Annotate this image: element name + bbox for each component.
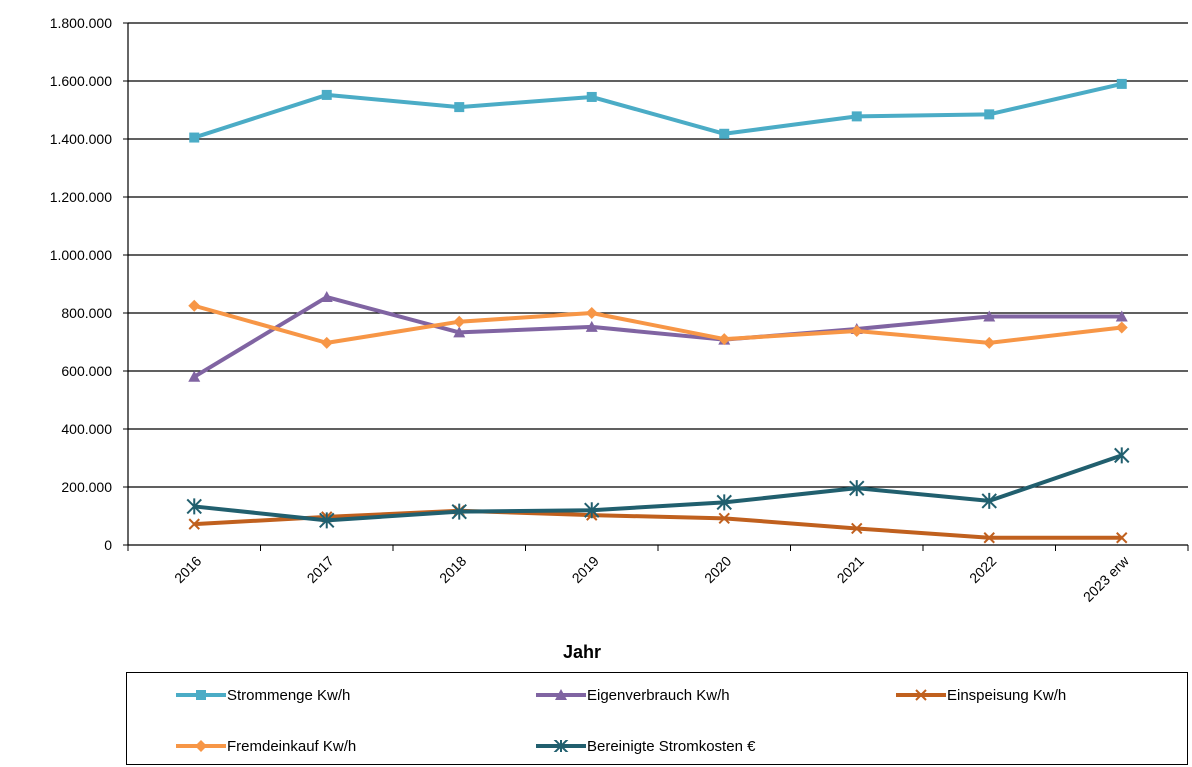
data-point xyxy=(984,109,995,120)
x-tick-label: 2021 xyxy=(834,553,867,586)
legend-swatch-einspeisung xyxy=(896,689,946,701)
legend-swatch-marker xyxy=(553,740,569,752)
data-point xyxy=(851,522,863,535)
legend-label: Fremdeinkauf Kw/h xyxy=(227,737,357,755)
data-point xyxy=(718,512,730,525)
data-point xyxy=(719,128,730,139)
x-tick-label: 2022 xyxy=(966,553,999,586)
y-tick-label: 600.000 xyxy=(61,363,112,379)
data-point xyxy=(453,326,466,338)
data-point xyxy=(585,307,598,319)
y-tick-label: 200.000 xyxy=(61,479,112,495)
data-point xyxy=(849,480,865,497)
legend-swatch-marker xyxy=(555,689,567,700)
legend-item-strommenge: Strommenge Kw/h xyxy=(175,685,350,705)
y-tick-label: 1.600.000 xyxy=(50,73,112,89)
data-point xyxy=(718,333,731,346)
legend-swatch-marker xyxy=(915,689,927,701)
legend-swatch-marker xyxy=(196,690,206,700)
legend-item-eigenverbrauch: Eigenverbrauch Kw/h xyxy=(535,685,730,705)
legend-swatch-strommenge xyxy=(176,690,226,700)
data-point xyxy=(1116,78,1127,89)
legend-swatch-marker xyxy=(195,740,207,752)
data-point xyxy=(188,370,201,382)
data-point xyxy=(453,315,466,328)
legend-label: Bereinigte Stromkosten € xyxy=(587,737,756,755)
legend-swatch-stromkosten xyxy=(536,740,586,752)
legend-item-einspeisung: Einspeisung Kw/h xyxy=(895,685,1066,705)
data-point xyxy=(1114,447,1130,464)
data-point xyxy=(585,320,598,332)
y-tick-label: 1.000.000 xyxy=(50,247,112,263)
legend-swatch-eigenverbrauch xyxy=(536,689,586,700)
series-1 xyxy=(188,291,1128,382)
y-tick-label: 1.400.000 xyxy=(50,131,112,147)
series-line xyxy=(194,453,1123,523)
y-tick-label: 1.200.000 xyxy=(50,189,112,205)
series-line xyxy=(193,295,1122,379)
x-tick-label: 2020 xyxy=(701,553,734,586)
series-line xyxy=(193,303,1122,345)
data-point xyxy=(320,291,333,303)
data-point xyxy=(319,512,335,529)
legend-item-stromkosten: Bereinigte Stromkosten € xyxy=(535,736,755,756)
data-point xyxy=(186,498,202,515)
x-tick-label: 2017 xyxy=(304,553,337,586)
x-tick-label: 2023 erw xyxy=(1080,552,1133,605)
data-point xyxy=(716,494,732,511)
data-point xyxy=(1115,321,1128,334)
legend-item-fremdeinkauf: Fremdeinkauf Kw/h xyxy=(175,736,356,756)
x-tick-label: 2016 xyxy=(171,553,204,586)
data-point xyxy=(851,111,862,122)
legend-label: Einspeisung Kw/h xyxy=(947,686,1067,704)
x-axis-title: Jahr xyxy=(563,642,601,662)
legend-label: Eigenverbrauch Kw/h xyxy=(587,686,730,704)
data-point xyxy=(983,310,996,322)
data-point xyxy=(983,532,995,544)
data-point xyxy=(850,324,863,337)
series-line xyxy=(194,508,1122,540)
legend-swatch-fremdeinkauf xyxy=(176,740,226,752)
data-point xyxy=(189,132,200,143)
y-tick-label: 400.000 xyxy=(61,421,112,437)
data-point xyxy=(451,503,467,520)
data-point xyxy=(188,518,200,530)
data-point xyxy=(586,91,597,102)
data-point xyxy=(454,102,465,113)
series-3 xyxy=(188,299,1128,349)
data-point xyxy=(983,336,996,349)
data-point xyxy=(321,89,332,100)
y-tick-label: 1.800.000 xyxy=(50,15,112,31)
data-point xyxy=(320,336,333,349)
y-tick-label: 0 xyxy=(104,537,112,553)
data-point xyxy=(1115,310,1128,322)
series-line xyxy=(193,81,1123,140)
series-0 xyxy=(189,78,1127,143)
y-tick-label: 800.000 xyxy=(61,305,112,321)
x-tick-label: 2019 xyxy=(569,553,602,586)
x-tick-label: 2018 xyxy=(436,553,469,586)
data-point xyxy=(188,299,201,312)
legend-label: Strommenge Kw/h xyxy=(227,686,351,704)
data-point xyxy=(981,492,997,509)
legend: Strommenge Kw/h Eigenverbrauch Kw/h Eins… xyxy=(126,672,1188,765)
data-point xyxy=(584,502,600,519)
series-4 xyxy=(186,447,1130,529)
data-point xyxy=(1116,532,1128,544)
